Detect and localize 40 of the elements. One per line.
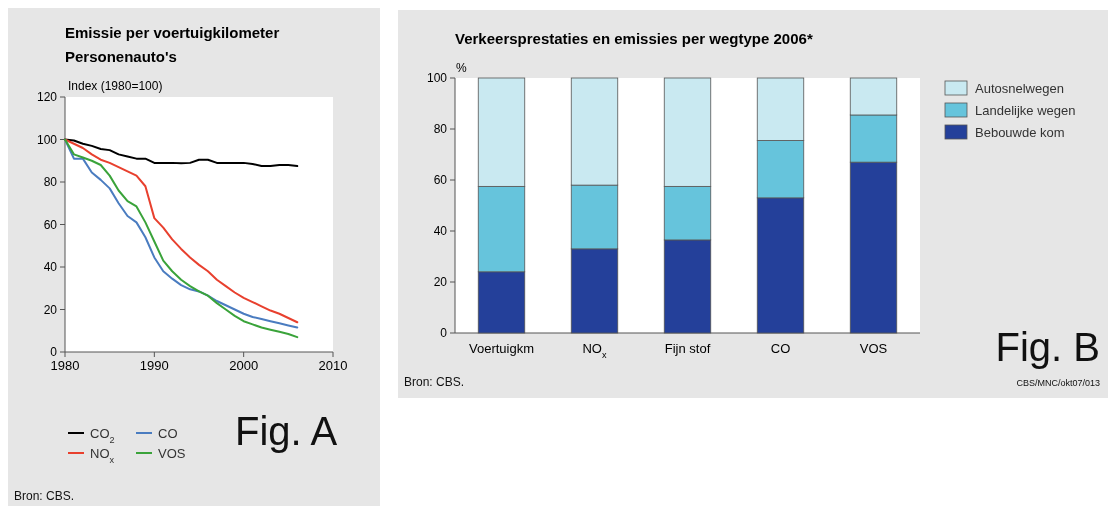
legend-label: NO$_{x}$ xyxy=(90,445,115,465)
x-tick-label: Fijn stof xyxy=(664,341,711,356)
y-tick-label: 60 xyxy=(43,217,58,232)
y-tick-label: 40 xyxy=(433,224,448,239)
legend-label: Landelijke wegen xyxy=(975,102,1076,118)
y-axis-title: Index (1980=100) xyxy=(68,79,163,93)
legend-label: Autosnelwegen xyxy=(975,80,1064,96)
text: CBS/MNC/okt07/013 xyxy=(1016,378,1100,388)
y-tick-label: 40 xyxy=(43,260,58,275)
x-tick-label: NO$_{x}$ xyxy=(582,341,607,360)
y-axis-title: % xyxy=(456,61,467,75)
text: Bron: CBS. xyxy=(14,489,75,503)
text: Fig. B xyxy=(995,325,1100,369)
legend-label: Bebouwde kom xyxy=(975,124,1065,140)
x-tick-label: VOS xyxy=(859,341,888,356)
text: Bron: CBS. xyxy=(404,375,465,389)
chart-title: Verkeersprestaties en emissies per wegtype 2006* xyxy=(455,30,813,47)
y-tick-label: 60 xyxy=(433,173,448,188)
y-tick-label: 80 xyxy=(433,122,448,137)
y-tick-label: 80 xyxy=(43,175,58,190)
y-tick-label: 0 xyxy=(50,345,58,360)
x-tick-label: 1980 xyxy=(50,358,80,373)
y-tick-label: 100 xyxy=(426,71,448,86)
y-tick-label: 20 xyxy=(43,302,58,317)
y-tick-label: 120 xyxy=(36,90,58,105)
text: Fig. A xyxy=(235,409,338,453)
x-tick-label: 2000 xyxy=(229,358,259,373)
legend-label: VOS xyxy=(158,445,186,461)
chart-title: Emissie per voertuigkilometer xyxy=(65,24,280,41)
legend-label: CO$_{2}$ xyxy=(90,425,115,445)
x-tick-label: Voertuigkm xyxy=(468,341,535,356)
x-tick-label: 2010 xyxy=(318,358,348,373)
y-tick-label: 100 xyxy=(36,132,58,147)
x-tick-label: 1990 xyxy=(139,358,169,373)
line-series xyxy=(64,138,299,168)
y-tick-label: 20 xyxy=(433,275,448,290)
legend-label: CO xyxy=(158,425,178,441)
y-tick-label: 0 xyxy=(440,326,448,341)
x-tick-label: CO xyxy=(770,341,791,356)
chart-subtitle: Personenauto's xyxy=(65,48,177,65)
